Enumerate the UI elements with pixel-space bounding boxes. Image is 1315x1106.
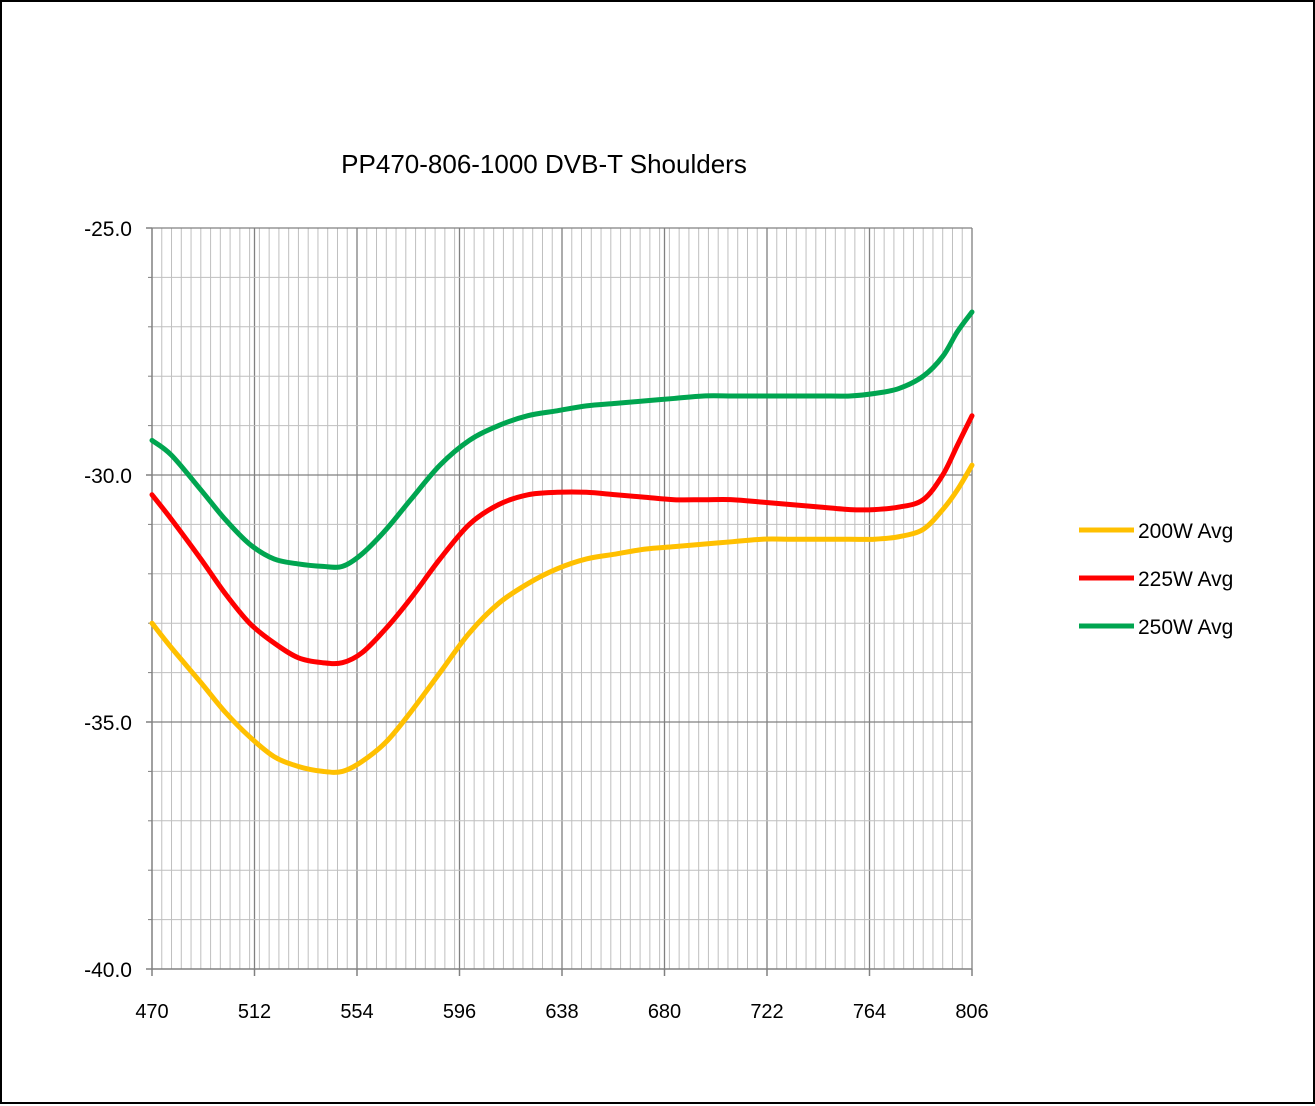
y-tick-label: -40.0 <box>84 959 132 982</box>
x-tick-label: 470 <box>135 1001 168 1023</box>
x-tick-label: 638 <box>545 1001 578 1023</box>
chart-title: PP470-806-1000 DVB-T Shoulders <box>341 149 747 179</box>
x-tick-label: 764 <box>853 1001 886 1023</box>
series-line-3 <box>149 309 975 570</box>
x-tick-label: 806 <box>955 1001 988 1023</box>
legend-label-1: 200W Avg <box>1138 520 1233 543</box>
y-tick-label: -25.0 <box>84 218 132 241</box>
x-tick-label: 554 <box>340 1001 373 1023</box>
legend-label-2: 225W Avg <box>1138 568 1233 591</box>
x-tick-label: 722 <box>750 1001 783 1023</box>
series-lines <box>149 309 975 775</box>
legend: 200W Avg 225W Avg 250W Avg <box>1079 520 1233 639</box>
x-tick-label: 680 <box>648 1001 681 1023</box>
x-tick-label: 512 <box>238 1001 271 1023</box>
legend-label-3: 250W Avg <box>1138 616 1233 639</box>
series-line-1 <box>149 462 975 775</box>
y-tick-label: -35.0 <box>84 712 132 735</box>
grid <box>152 227 973 969</box>
y-tick-label: -30.0 <box>84 465 132 488</box>
series-line-2 <box>149 413 975 667</box>
x-tick-label: 596 <box>443 1001 476 1023</box>
